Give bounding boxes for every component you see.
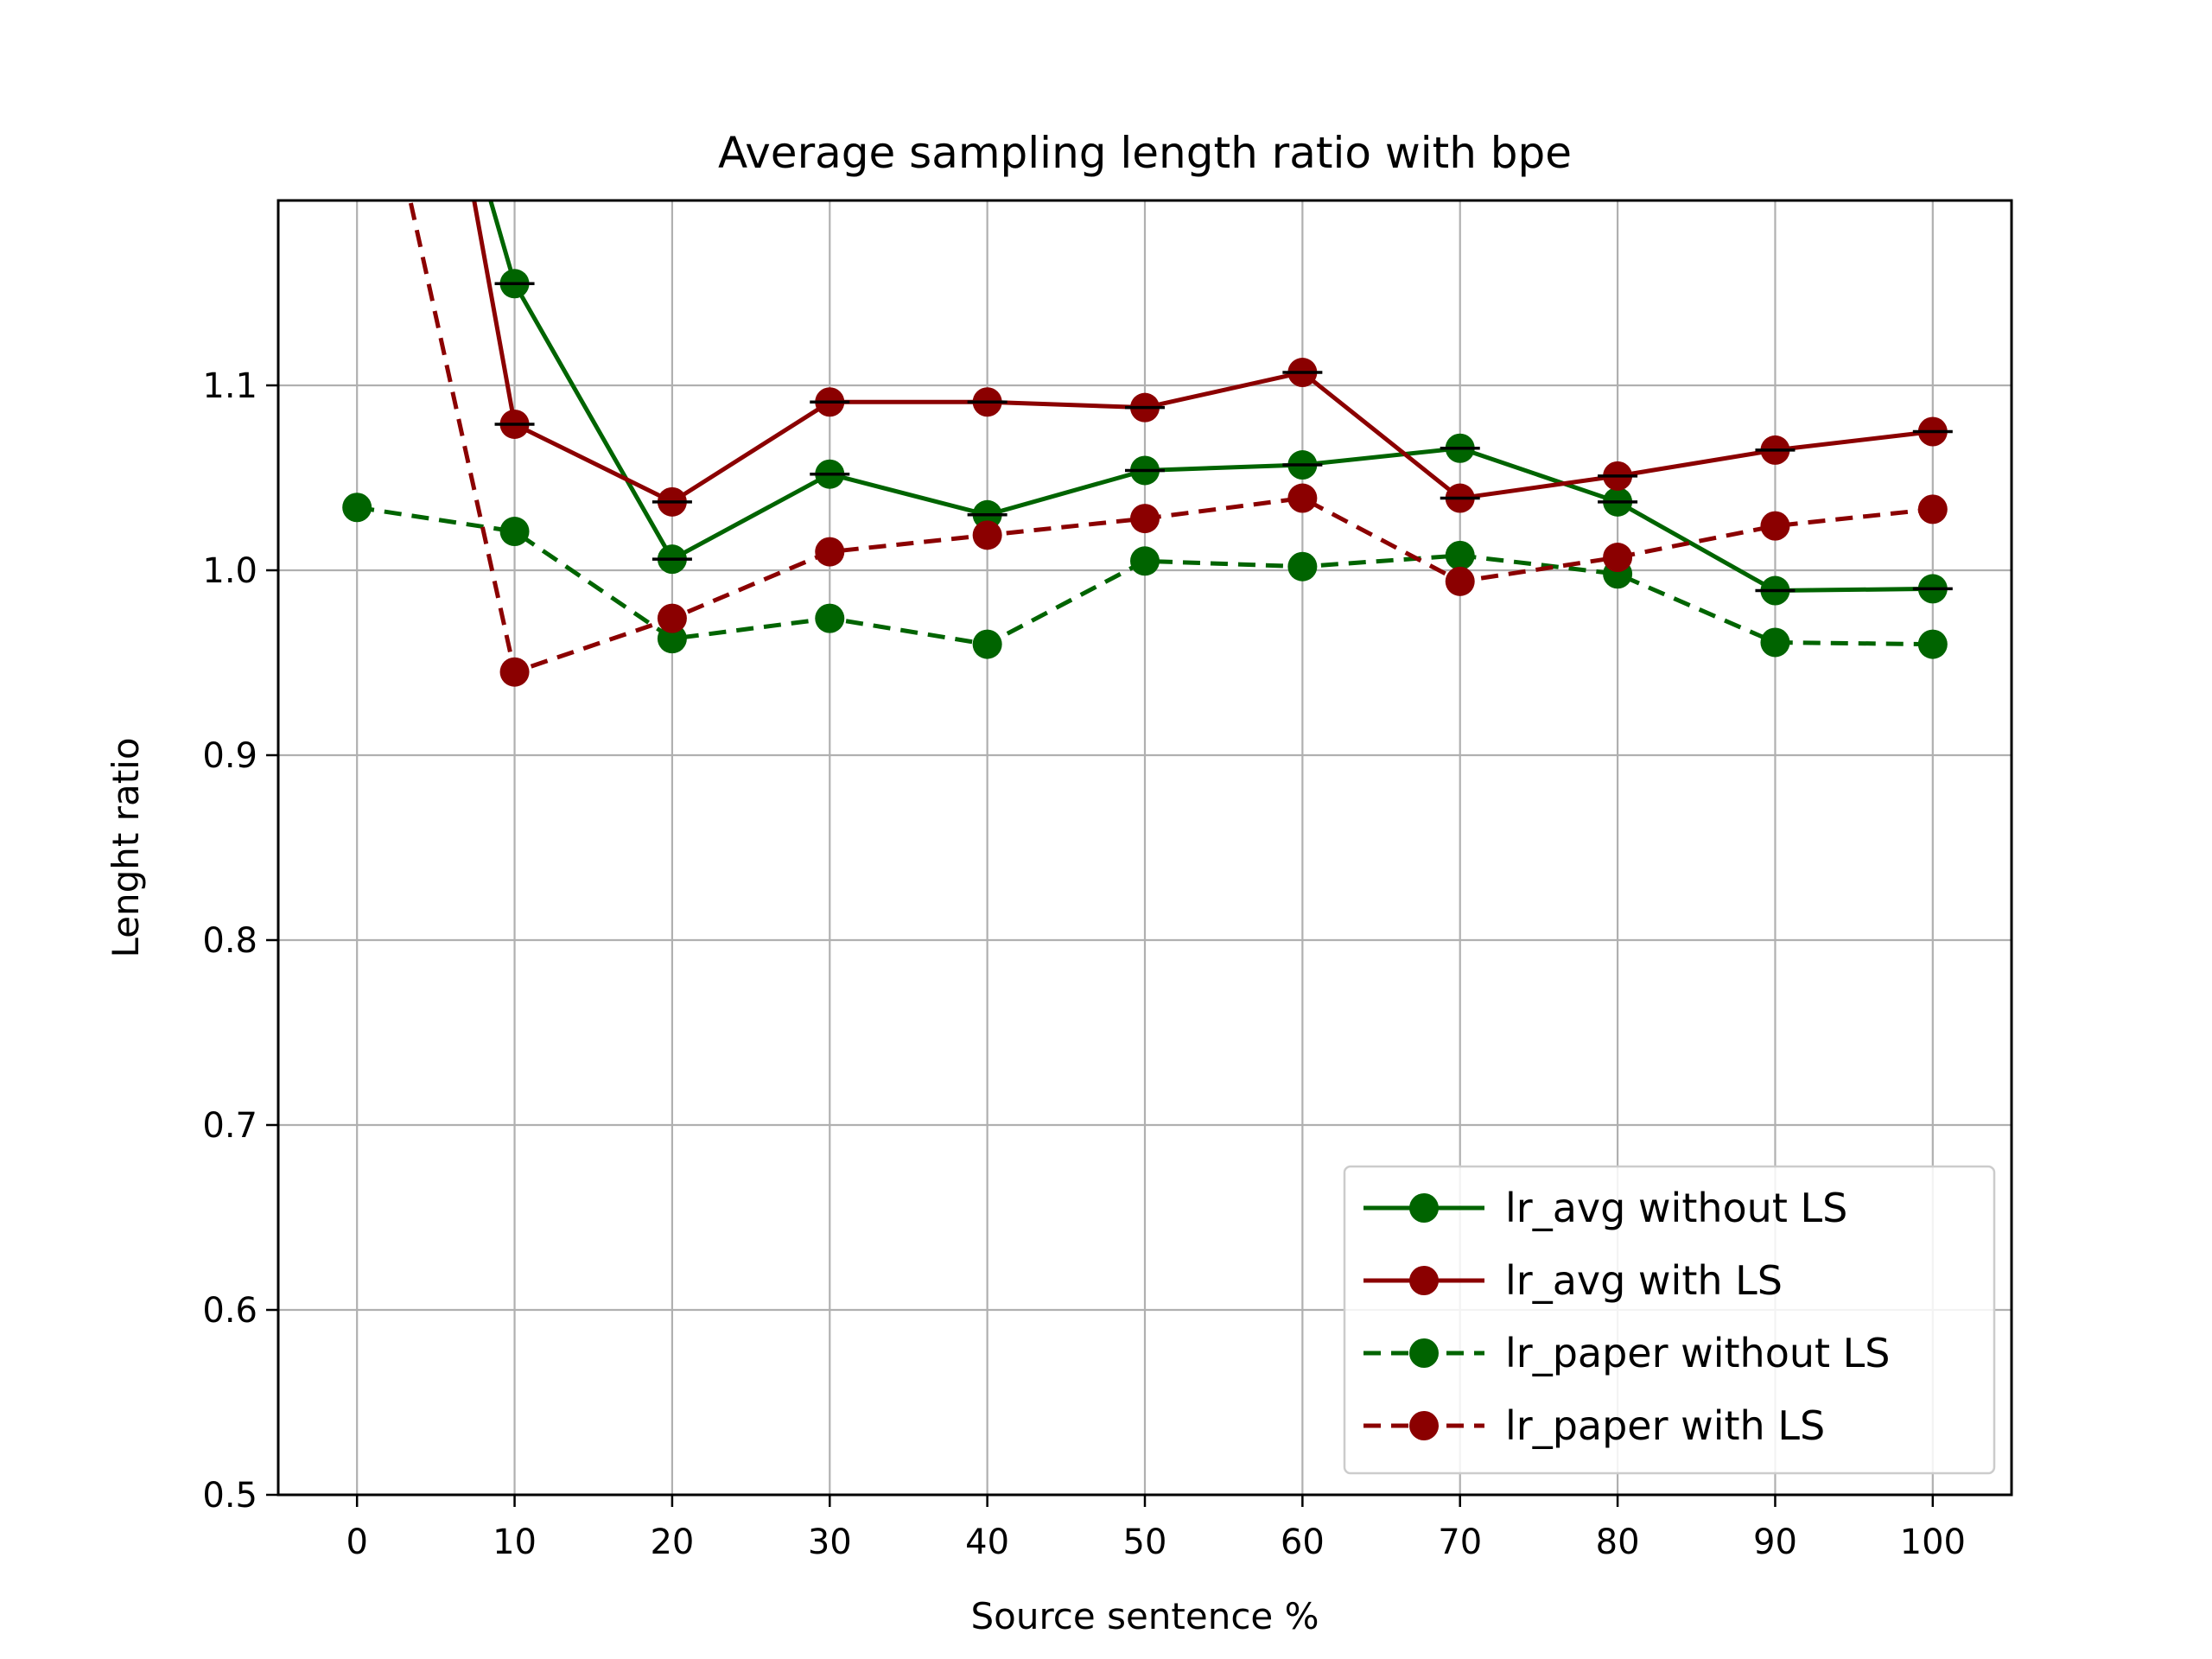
x-tick-label: 10 [493, 1522, 537, 1562]
data-point [342, 493, 372, 523]
data-point [657, 603, 687, 633]
data-point [972, 520, 1002, 550]
data-point [815, 537, 845, 567]
legend-label: lr_paper without LS [1505, 1330, 1891, 1376]
x-tick-label: 0 [346, 1522, 367, 1562]
legend-label: lr_avg without LS [1505, 1185, 1847, 1231]
x-tick-label: 20 [650, 1522, 694, 1562]
axis-ticks: 0 10 20 30 40 50 60 70 80 90 100 0.5 0.6 0.7 0.8 0.9 1.0… [202, 366, 1966, 1562]
legend-label: lr_paper with LS [1505, 1402, 1825, 1449]
data-point [1760, 511, 1790, 541]
legend-box [1343, 1165, 1996, 1475]
y-tick-label: 1.1 [202, 366, 257, 406]
legend-label: lr_avg with LS [1505, 1257, 1783, 1304]
data-point [1917, 494, 1948, 524]
series-layer [342, 200, 1953, 687]
data-point [1445, 566, 1475, 596]
chart-title: Average sampling length ratio with bpe [718, 128, 1572, 178]
x-tick-label: 60 [1281, 1522, 1325, 1562]
x-tick-label: 90 [1753, 1522, 1797, 1562]
data-point [1760, 627, 1790, 658]
y-tick-label: 0.7 [202, 1106, 257, 1146]
data-point [1603, 543, 1633, 573]
legend-marker [1409, 1193, 1439, 1223]
y-tick-label: 0.9 [202, 736, 257, 776]
y-tick-label: 0.6 [202, 1291, 257, 1331]
data-point [1287, 483, 1318, 513]
x-axis-label: Source sentence % [970, 1595, 1319, 1637]
legend: lr_avg without LS lr_avg with LS lr_paper … [1343, 1165, 1996, 1475]
data-point [1287, 551, 1318, 582]
data-point [972, 629, 1002, 659]
data-point [1130, 504, 1160, 534]
x-tick-label: 80 [1596, 1522, 1640, 1562]
x-tick-label: 50 [1123, 1522, 1167, 1562]
x-tick-label: 30 [808, 1522, 852, 1562]
x-tick-label: 70 [1438, 1522, 1482, 1562]
y-axis-label: Lenght ratio [105, 737, 147, 957]
data-point [499, 657, 530, 687]
legend-marker [1409, 1411, 1439, 1440]
data-point [1130, 546, 1160, 576]
data-point [1917, 629, 1948, 659]
data-point [815, 603, 845, 633]
y-tick-label: 0.8 [202, 921, 257, 961]
x-tick-label: 100 [1900, 1522, 1966, 1562]
y-tick-label: 1.0 [202, 551, 257, 591]
y-tick-label: 0.5 [202, 1476, 257, 1516]
data-point [657, 624, 687, 654]
x-tick-label: 40 [965, 1522, 1009, 1562]
data-point [499, 517, 530, 547]
legend-marker [1409, 1266, 1439, 1295]
legend-marker [1409, 1338, 1439, 1368]
data-point [1445, 540, 1475, 570]
